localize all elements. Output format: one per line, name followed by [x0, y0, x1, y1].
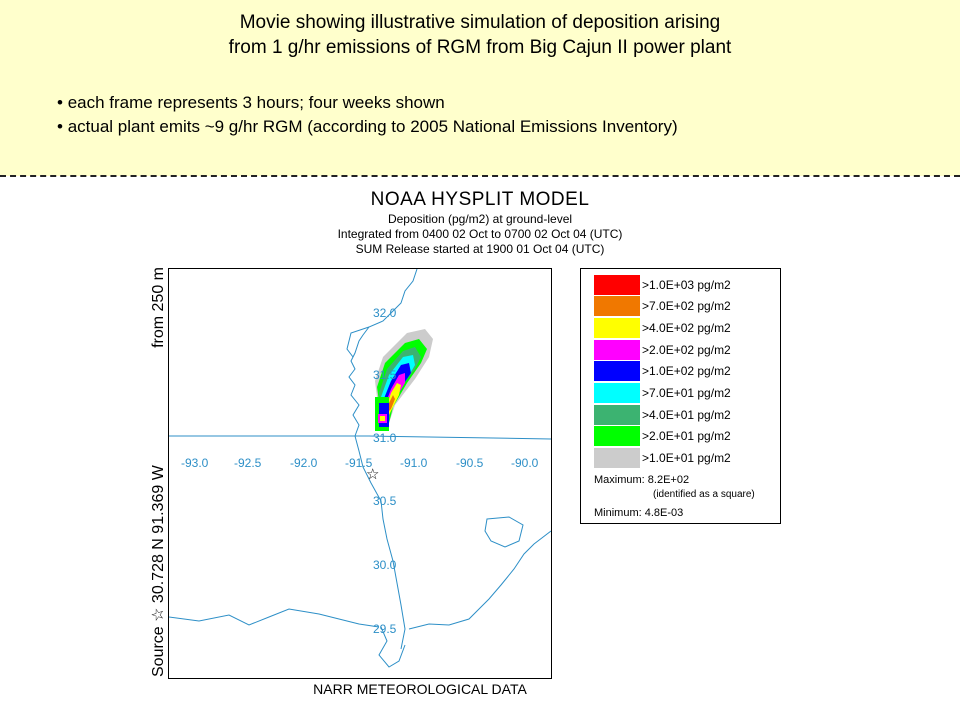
- legend-label: >7.0E+02 pg/m2: [642, 299, 731, 313]
- legend-swatch: [594, 318, 640, 338]
- maximum-square: [378, 414, 387, 423]
- legend-label: >1.0E+01 pg/m2: [642, 451, 731, 465]
- mississippi-line: [354, 435, 406, 650]
- longitude-label: -92.5: [234, 456, 262, 470]
- legend-label: >2.0E+01 pg/m2: [642, 429, 731, 443]
- model-integration-line: Integrated from 0400 02 Oct to 0700 02 O…: [337, 227, 623, 241]
- longitude-label: -91.0: [400, 456, 428, 470]
- latitude-label: 30.5: [373, 494, 397, 508]
- deposition-map: 32.0 31.5 31.0 30.5 30.0 29.5 -93.0 -92.…: [168, 268, 552, 679]
- slide-title: Movie showing illustrative simulation of…: [0, 10, 960, 60]
- bay-line: [408, 530, 551, 630]
- lake-line: [484, 516, 524, 548]
- longitude-label: -91.5: [345, 456, 373, 470]
- river-boundary-line: [348, 269, 418, 437]
- latitude-label: 32.0: [373, 306, 397, 320]
- legend-maximum-note: (identified as a square): [653, 489, 755, 500]
- legend-label: >4.0E+02 pg/m2: [642, 321, 731, 335]
- delta-line: [378, 626, 406, 668]
- legend-swatch: [594, 405, 640, 425]
- legend-swatch: [594, 340, 640, 360]
- longitude-label: -90.0: [511, 456, 539, 470]
- legend-label: >7.0E+01 pg/m2: [642, 386, 731, 400]
- model-release-line: SUM Release started at 1900 01 Oct 04 (U…: [355, 242, 605, 256]
- state-boundary-line: [169, 435, 551, 440]
- longitude-label: -90.5: [456, 456, 484, 470]
- latitude-label: 31.5: [373, 368, 397, 382]
- legend-swatch: [594, 296, 640, 316]
- slide-header: Movie showing illustrative simulation of…: [0, 0, 960, 176]
- legend-label: >4.0E+01 pg/m2: [642, 408, 731, 422]
- slide-title-line-1: Movie showing illustrative simulation of…: [239, 12, 721, 33]
- longitude-label: -92.0: [290, 456, 318, 470]
- bullet-list: each frame represents 3 hours; four week…: [57, 91, 678, 139]
- legend-swatch: [594, 361, 640, 381]
- legend-label: >2.0E+02 pg/m2: [642, 343, 731, 357]
- legend-swatch: [594, 383, 640, 403]
- legend-label: >1.0E+03 pg/m2: [642, 278, 731, 292]
- model-deposition-line: Deposition (pg/m2) at ground-level: [387, 212, 573, 226]
- river-west-line: [346, 326, 370, 358]
- map-canvas: 32.0 31.5 31.0 30.5 30.0 29.5 -93.0 -92.…: [169, 269, 551, 668]
- longitude-labels: -93.0 -92.5 -92.0 -91.5 -91.0 -90.5 -90.…: [181, 456, 539, 470]
- legend-swatch: [594, 275, 640, 295]
- longitude-label: -93.0: [181, 456, 209, 470]
- bullet-item: each frame represents 3 hours; four week…: [57, 91, 678, 115]
- release-height: from 250 m: [150, 267, 167, 348]
- model-title: NOAA HYSPLIT MODEL: [370, 189, 590, 210]
- latitude-label: 29.5: [373, 622, 397, 636]
- slide-title-line-2: from 1 g/hr emissions of RGM from Big Ca…: [228, 37, 732, 58]
- latitude-label: 30.0: [373, 558, 397, 572]
- legend-swatch: [594, 448, 640, 468]
- coast-line: [169, 608, 380, 628]
- map-boundaries: [169, 269, 551, 668]
- source-coordinates: Source ☆ 30.728 N 91.369 W: [150, 465, 167, 677]
- deposition-plume: [375, 329, 433, 431]
- legend-swatch: [594, 426, 640, 446]
- legend-minimum: Minimum: 4.8E-03: [594, 507, 684, 519]
- meteorological-data-label: NARR METEOROLOGICAL DATA: [313, 681, 527, 697]
- model-header: NOAA HYSPLIT MODEL Deposition (pg/m2) at…: [250, 188, 710, 257]
- bullet-item: actual plant emits ~9 g/hr RGM (accordin…: [57, 115, 678, 139]
- dashed-divider: [0, 175, 960, 177]
- latitude-label: 31.0: [373, 431, 397, 445]
- source-star-icon: ☆: [366, 465, 379, 483]
- legend-maximum: Maximum: 8.2E+02: [594, 474, 690, 486]
- legend-label: >1.0E+02 pg/m2: [642, 364, 731, 378]
- source-info: Source ☆ 30.728 N 91.369 W from 250 m: [150, 267, 168, 677]
- legend-panel: >1.0E+03 pg/m2 >7.0E+02 pg/m2 >4.0E+02 p…: [580, 268, 781, 524]
- latitude-labels: 32.0 31.5 31.0 30.5 30.0 29.5: [373, 306, 397, 636]
